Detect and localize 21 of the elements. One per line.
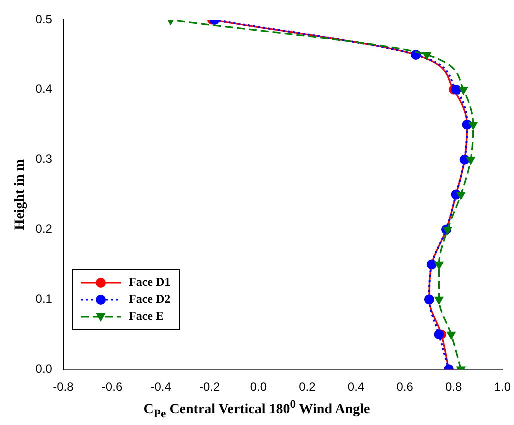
- legend-label: Face D1: [129, 275, 171, 290]
- y-tick-label: 0.3: [36, 152, 53, 166]
- y-tick-label: 0.0: [36, 362, 53, 376]
- legend-label: Face D2: [129, 292, 171, 307]
- x-axis-title: C$_{Pe}$ Central Vertical 180$^{0}$ Wind Angle: [142, 398, 372, 420]
- x-tick-label: -0.4: [150, 380, 172, 394]
- y-tick-label: 0.5: [36, 12, 53, 26]
- x-tick-label: 0.2: [299, 380, 316, 394]
- legend-label: Face E: [129, 309, 164, 324]
- y-tick-label: 0.2: [36, 222, 53, 236]
- x-tick-label: 1.0: [494, 380, 512, 394]
- x-tick-label: -0.6: [102, 380, 123, 394]
- y-tick-label: 0.1: [36, 292, 53, 306]
- x-tick-label: 0.0: [250, 380, 268, 394]
- x-tick-label: -0.8: [53, 380, 74, 394]
- y-tick-label: 0.4: [36, 82, 53, 96]
- x-tick-label: 0.8: [446, 380, 463, 394]
- x-tick-label: 0.4: [348, 380, 365, 394]
- x-tick-label: 0.6: [396, 380, 414, 394]
- x-tick-label: -0.2: [200, 380, 221, 394]
- y-axis-title: Height in m: [13, 159, 28, 230]
